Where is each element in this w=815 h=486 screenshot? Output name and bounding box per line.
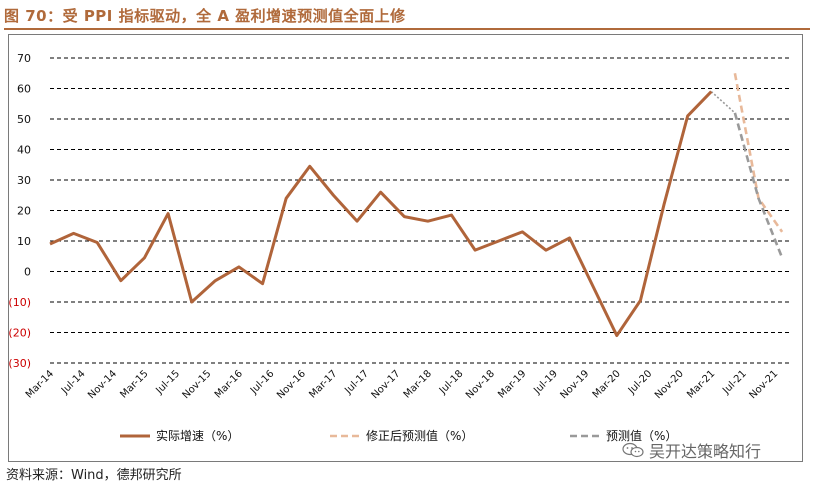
y-tick-label: 30 — [17, 174, 31, 187]
chart-frame — [8, 34, 803, 462]
legend-label: 实际增速（%） — [156, 428, 239, 443]
x-tick-label: Jul-17 — [342, 368, 371, 397]
chart-title: 图 70：受 PPI 指标驱动，全 A 盈利增速预测值全面上修 — [4, 7, 406, 25]
x-tick-label: Jul-15 — [154, 368, 183, 397]
y-tick-label: 50 — [17, 113, 31, 126]
y-tick-label: 40 — [17, 144, 31, 157]
x-tick-label: Jul-21 — [720, 368, 749, 397]
watermark: 吴开达策略知行 — [622, 438, 761, 462]
y-tick-label: 60 — [17, 83, 31, 96]
x-tick-label: Nov-14 — [86, 368, 119, 401]
x-tick-label: Jul-20 — [626, 368, 655, 397]
x-tick-label: Mar-17 — [307, 368, 339, 400]
series-line-0 — [49, 90, 713, 338]
legend-label: 预测值（%） — [606, 428, 677, 443]
x-tick-label: Nov-15 — [181, 368, 214, 401]
x-tick-label: Mar-15 — [118, 368, 150, 400]
x-tick-label: Nov-20 — [653, 368, 686, 401]
y-tick-label: 10 — [17, 235, 31, 248]
y-tick-label: (10) — [8, 296, 31, 309]
x-tick-label: Nov-19 — [558, 368, 591, 401]
x-tick-label: Jul-14 — [59, 368, 88, 397]
y-tick-label: 70 — [17, 52, 31, 65]
series-line-1 — [733, 73, 784, 233]
y-tick-label: 0 — [24, 266, 31, 279]
x-tick-label: Nov-21 — [747, 368, 780, 401]
legend-label: 修正后预测值（%） — [366, 428, 473, 443]
y-tick-label: (20) — [8, 327, 31, 340]
x-tick-label: Mar-21 — [685, 368, 717, 400]
x-tick-label: Mar-20 — [591, 368, 623, 400]
x-tick-label: Nov-17 — [370, 368, 403, 401]
x-tick-label: Nov-16 — [275, 368, 308, 401]
x-tick-label: Nov-18 — [464, 368, 497, 401]
x-tick-label: Mar-18 — [402, 368, 434, 400]
x-tick-label: Mar-14 — [24, 368, 56, 400]
wechat-icon — [622, 442, 644, 458]
y-tick-label: (30) — [8, 357, 31, 370]
x-tick-label: Jul-19 — [531, 368, 560, 397]
title-rule — [4, 28, 810, 30]
source-note: 资料来源：Wind，德邦研究所 — [6, 468, 182, 483]
y-tick-label: 20 — [17, 205, 31, 218]
x-tick-label: Mar-16 — [213, 368, 245, 400]
x-tick-label: Jul-18 — [437, 368, 466, 397]
watermark-text: 吴开达策略知行 — [649, 442, 762, 461]
series-line-2 — [733, 112, 784, 259]
x-tick-label: Mar-19 — [496, 368, 528, 400]
x-tick-label: Jul-16 — [248, 368, 277, 397]
connector-line — [710, 90, 736, 114]
